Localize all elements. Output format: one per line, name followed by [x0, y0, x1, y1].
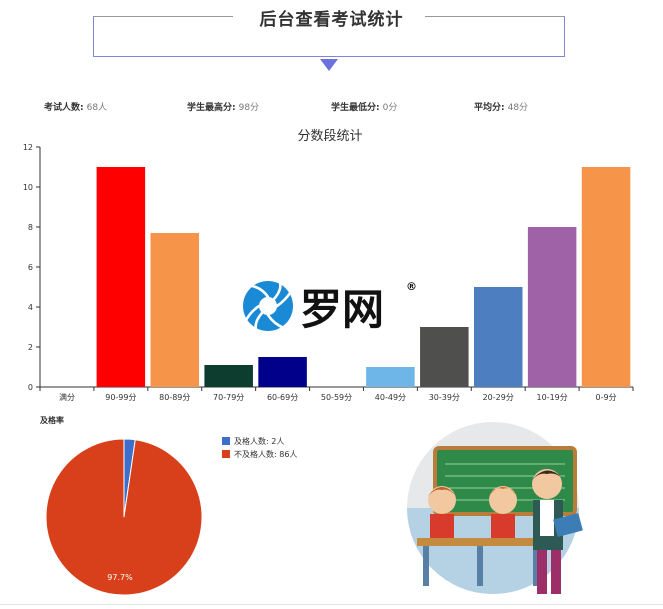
- x-tick-label: 60-69分: [267, 393, 298, 402]
- stat-value: 98分: [238, 103, 260, 113]
- y-tick-label: 4: [28, 303, 33, 312]
- x-tick-label: 50-59分: [321, 393, 352, 402]
- x-tick-label: 满分: [59, 392, 75, 402]
- header-line-right: [425, 16, 565, 17]
- legend-label: 不及格人数: 86人: [234, 449, 297, 459]
- y-tick-label: 10: [23, 183, 33, 192]
- bar: [527, 227, 577, 387]
- pie-title: 及格率: [40, 415, 64, 425]
- bar: [96, 167, 146, 387]
- legend-swatch: [222, 437, 230, 445]
- x-tick-label: 30-39分: [429, 393, 460, 402]
- stat-highest-score: 学生最高分: 98分: [187, 100, 259, 113]
- y-tick-label: 8: [28, 223, 33, 232]
- stat-value: 68人: [86, 103, 108, 113]
- classroom-illustration: [407, 422, 583, 594]
- logo-mark-icon: [243, 280, 294, 332]
- y-tick-label: 12: [23, 143, 33, 152]
- pie-data-label: 97.7%: [107, 573, 133, 582]
- bar: [366, 367, 415, 387]
- bar: [204, 365, 253, 387]
- x-tick-label: 40-49分: [375, 393, 406, 402]
- legend-swatch: [222, 450, 230, 458]
- x-tick-label: 80-89分: [159, 393, 190, 402]
- logo-text: 罗网: [300, 285, 384, 334]
- registered-mark: ®: [406, 280, 417, 293]
- header-line-left: [93, 16, 233, 17]
- chart-title: 分数段统计: [297, 129, 362, 144]
- luowang-logo: 罗网 ®: [243, 280, 417, 334]
- stats-row: 考试人数: 68人 学生最高分: 98分 学生最低分: 0分 平均分: 48分: [0, 100, 663, 116]
- bar: [473, 287, 523, 387]
- score-distribution-chart: 分数段统计 0 2 4 6 8 10 12 满分 90-99分 80-89分 70-79分 60-69分…: [23, 129, 634, 402]
- x-tick-label: 0-9分: [596, 393, 617, 402]
- stat-label: 学生最低分:: [331, 103, 380, 113]
- bar: [150, 233, 200, 387]
- stat-value: 48分: [507, 103, 529, 113]
- bar: [420, 327, 469, 387]
- bar: [258, 357, 307, 387]
- stat-label: 考试人数:: [44, 103, 84, 113]
- y-tick-label: 0: [28, 383, 33, 392]
- pie-slice: [45, 438, 203, 596]
- y-tick-label: 6: [28, 263, 33, 272]
- header-box: [93, 17, 565, 57]
- x-tick-label: 20-29分: [483, 393, 514, 402]
- x-tick-label: 70-79分: [213, 393, 244, 402]
- stat-label: 学生最高分:: [187, 103, 236, 113]
- stat-lowest-score: 学生最低分: 0分: [331, 100, 397, 113]
- legend-label: 及格人数: 2人: [234, 436, 284, 446]
- stat-label: 平均分:: [474, 103, 505, 113]
- bar: [581, 167, 631, 387]
- stat-value: 0分: [382, 103, 398, 113]
- header-arrow: [320, 59, 338, 71]
- x-tick-label: 10-19分: [537, 393, 568, 402]
- bottom-rule: [0, 604, 663, 605]
- stat-exam-count: 考试人数: 68人: [44, 100, 107, 113]
- y-tick-label: 2: [28, 343, 33, 352]
- page-title: 后台查看考试统计: [259, 10, 404, 30]
- stat-average-score: 平均分: 48分: [474, 100, 528, 113]
- x-tick-label: 90-99分: [105, 393, 136, 402]
